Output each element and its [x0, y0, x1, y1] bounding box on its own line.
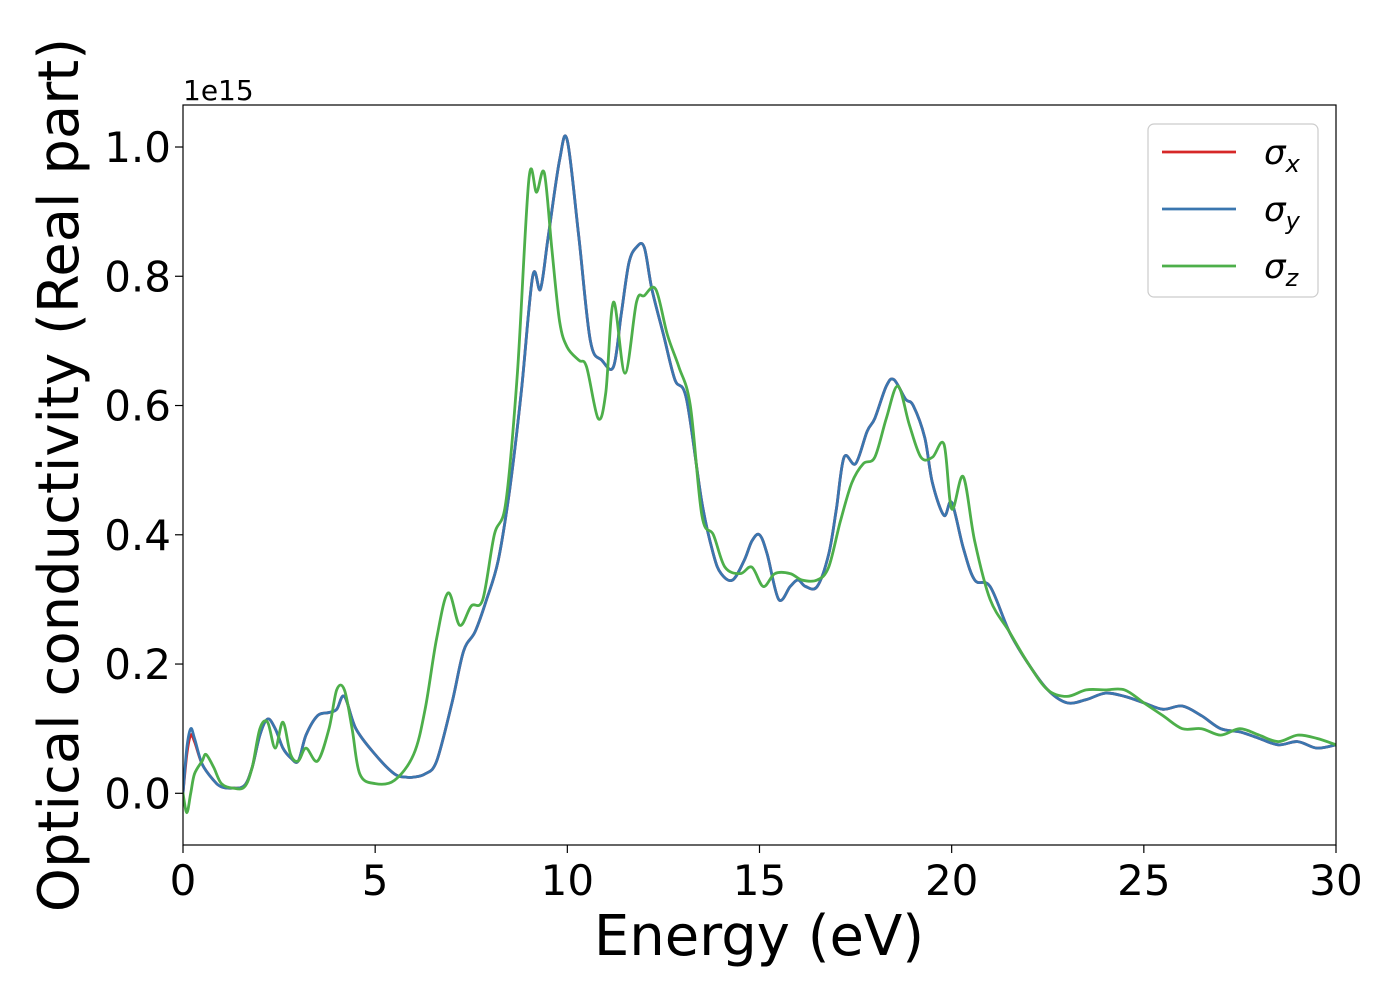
y-tick-label: 0.2	[104, 640, 171, 689]
y-axis: 0.0 0.2 0.4 0.6 0.8 1.0	[104, 123, 183, 818]
y-axis-label: Optical conductivity (Real part)	[27, 38, 92, 912]
x-tick-label: 25	[1117, 856, 1170, 905]
plot-background	[183, 105, 1336, 845]
y-tick-label: 0.8	[104, 252, 171, 301]
y-offset-label: 1e15	[183, 74, 254, 107]
x-axis-label: Energy (eV)	[594, 904, 924, 969]
legend-box	[1147, 123, 1319, 298]
y-tick-label: 0.4	[104, 511, 171, 560]
x-tick-label: 15	[733, 856, 786, 905]
x-tick-label: 5	[362, 856, 389, 905]
series-line-z	[183, 167, 1336, 815]
x-tick-label: 10	[541, 856, 594, 905]
x-axis: 0 5 10 15 20 25 30	[170, 845, 1363, 905]
y-tick-label: 0.6	[104, 382, 171, 431]
y-tick-label: 0.0	[104, 769, 171, 818]
x-tick-label: 20	[925, 856, 978, 905]
series-layer	[183, 134, 1336, 815]
x-tick-label: 30	[1309, 856, 1362, 905]
x-tick-label: 0	[170, 856, 197, 905]
y-tick-label: 1.0	[104, 123, 171, 172]
